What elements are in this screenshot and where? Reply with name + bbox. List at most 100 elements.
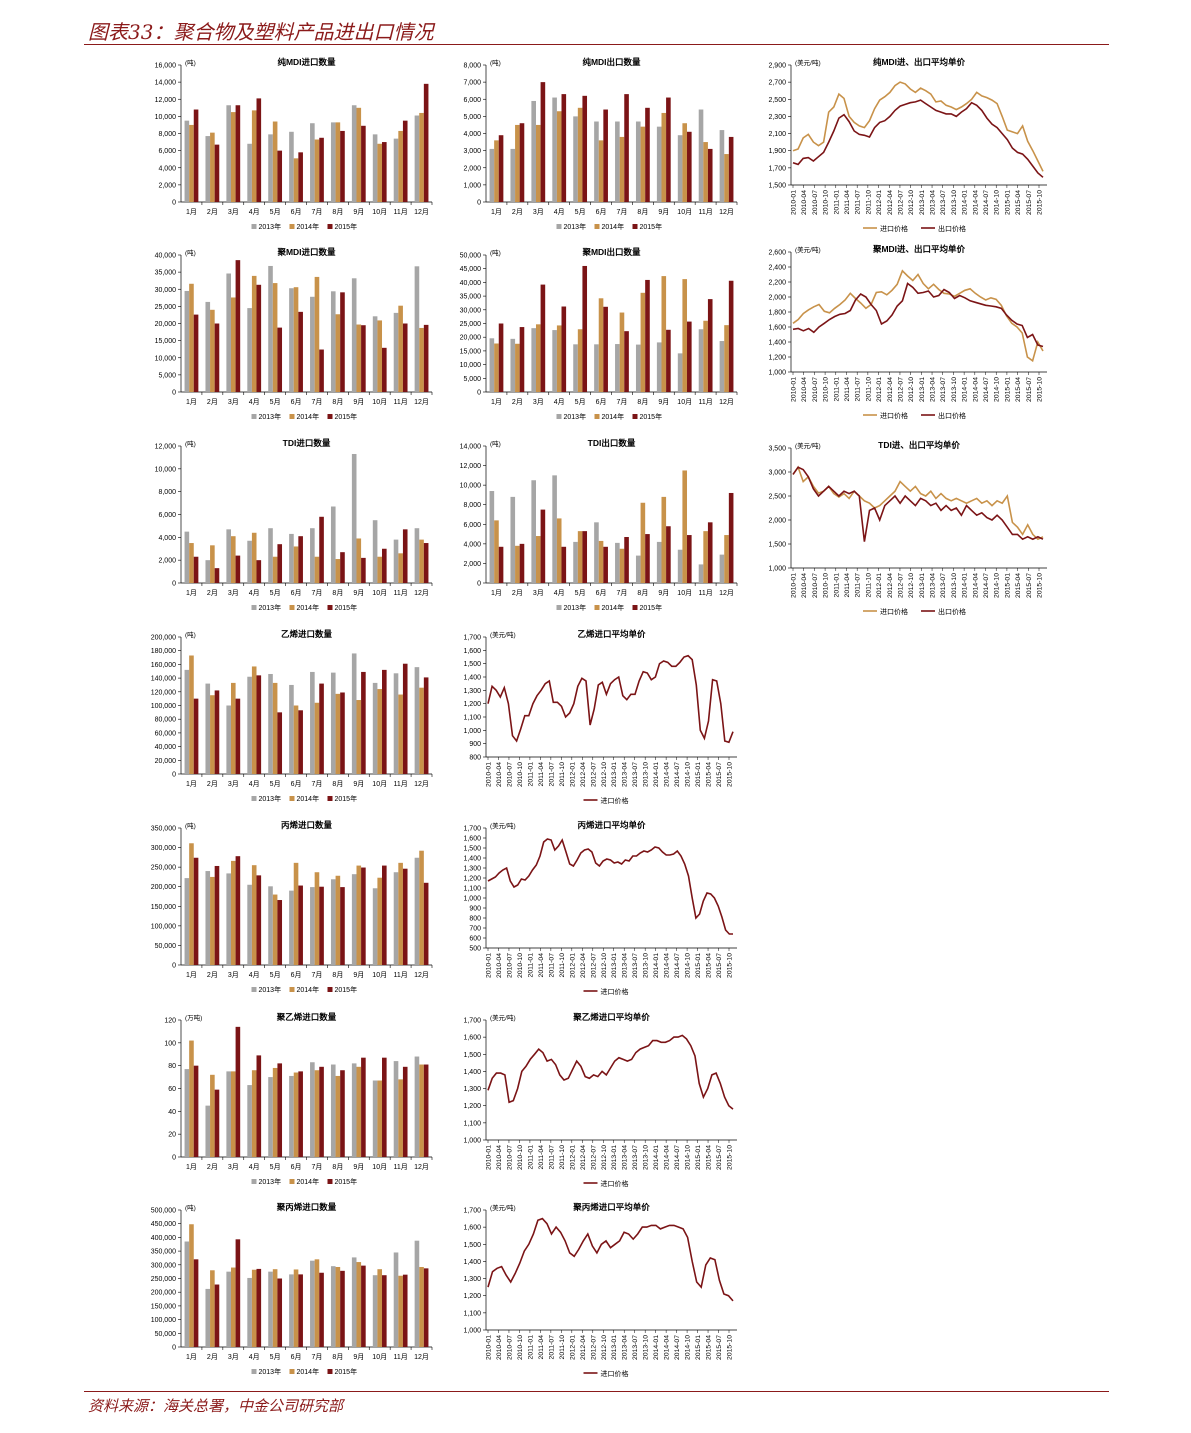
y-tick-label: 10,000 (155, 114, 177, 121)
y-tick-label: 5,000 (158, 372, 176, 379)
bar-2014 (598, 298, 604, 392)
unit-label: (美元/吨) (490, 821, 516, 830)
x-tick-label: 2015-01 (1004, 573, 1011, 598)
x-tick-label: 2013-01 (611, 1145, 618, 1170)
bar-2014 (377, 143, 383, 202)
bar-2014 (272, 121, 278, 202)
x-tick-label: 2012-01 (876, 377, 883, 402)
bar-2014 (314, 1259, 320, 1347)
x-tick-label: 2010-07 (506, 953, 513, 978)
bar-2013 (414, 528, 420, 583)
bar-2014 (577, 107, 583, 202)
bar-2015 (361, 1265, 366, 1347)
x-tick-label: 2015-07 (716, 953, 723, 978)
bar-2014 (419, 327, 424, 392)
bar-2015 (319, 349, 324, 392)
bar-2014 (335, 122, 341, 202)
x-tick-label: 2011-07 (548, 762, 555, 787)
chart-ethylene-price: 乙烯进口平均单价 (美元/吨) 800 900 1,000 1,100 1,200 1,300… (463, 629, 737, 805)
legend-label: 出口价格 (938, 224, 966, 233)
bar-2013 (635, 555, 641, 583)
bar-2014 (661, 496, 667, 583)
series-line-import (792, 81, 1044, 172)
x-tick-label: 9月 (353, 398, 364, 406)
bar-2014 (251, 865, 257, 965)
chart-title: TDI进、出口平均单价 (878, 440, 960, 450)
y-tick-label: 25,000 (460, 321, 482, 328)
bar-2013 (184, 531, 190, 583)
y-tick-label: 1,000 (768, 370, 786, 377)
y-tick-label: 1,600 (463, 648, 481, 655)
x-tick-label: 2013-01 (611, 953, 618, 978)
bar-2015 (423, 677, 429, 774)
y-tick-label: 100,000 (151, 1317, 176, 1324)
y-tick-label: 700 (469, 926, 481, 933)
bar-2014 (577, 531, 583, 583)
bar-2014 (314, 702, 320, 774)
bar-2014 (398, 553, 403, 583)
x-tick-label: 2014-04 (664, 1335, 671, 1360)
y-tick-label: 1,300 (463, 866, 481, 873)
unit-label: (吨) (185, 439, 196, 448)
bar-2014 (724, 154, 729, 202)
bar-2014 (419, 687, 424, 774)
bar-2015 (498, 323, 504, 392)
y-tick-label: 250,000 (151, 865, 176, 872)
bar-2015 (645, 279, 650, 392)
x-tick-label: 6月 (291, 780, 302, 788)
bar-2015 (340, 887, 345, 965)
x-tick-label: 9月 (658, 208, 669, 216)
bar-2014 (210, 876, 215, 965)
x-tick-label: 2010-10 (517, 762, 524, 787)
bar-2014 (230, 297, 236, 392)
x-tick-label: 2013-04 (622, 1145, 629, 1170)
x-tick-label: 2011-07 (548, 1145, 555, 1170)
bar-2013 (330, 879, 336, 965)
bar-2015 (423, 543, 429, 583)
bar-2015 (624, 537, 629, 583)
bar-2015 (382, 1275, 387, 1347)
x-tick-label: 11月 (698, 398, 712, 406)
x-tick-label: 6月 (596, 589, 607, 597)
y-tick-label: 10,000 (460, 362, 482, 369)
y-tick-label: 100,000 (151, 923, 176, 930)
bar-2014 (189, 543, 194, 583)
x-tick-label: 11月 (698, 208, 712, 216)
legend-label: 2015年 (335, 985, 358, 994)
bar-2015 (561, 546, 567, 583)
bar-2015 (645, 534, 650, 583)
bar-2014 (724, 535, 729, 583)
bar-2013 (310, 528, 315, 583)
x-tick-label: 2012-10 (601, 1145, 608, 1170)
bar-2015 (519, 543, 525, 583)
x-tick-label: 5月 (575, 589, 586, 597)
series-line-export (792, 99, 1044, 178)
y-tick-label: 60 (168, 1086, 176, 1093)
x-tick-label: 12月 (719, 398, 734, 406)
x-tick-label: 2010-07 (506, 1335, 513, 1360)
legend-label: 进口价格 (601, 987, 629, 996)
bar-2015 (728, 280, 734, 392)
x-tick-label: 8月 (332, 1163, 343, 1171)
bar-2013 (289, 684, 294, 774)
y-tick-label: 2,500 (768, 494, 786, 501)
legend-label: 出口价格 (938, 411, 966, 420)
y-tick-label: 1,100 (463, 1310, 481, 1317)
x-tick-label: 2011-10 (865, 377, 872, 402)
x-tick-label: 2015-07 (1026, 190, 1033, 215)
x-tick-label: 2011-04 (844, 190, 851, 215)
bar-2013 (310, 123, 315, 202)
bar-2013 (268, 886, 273, 965)
bar-2014 (230, 1267, 236, 1347)
bar-2015 (519, 123, 525, 202)
y-tick-label: 14,000 (460, 444, 482, 451)
y-tick-label: 400,000 (151, 1235, 176, 1242)
x-tick-label: 2010-01 (486, 762, 493, 787)
series-line-import (487, 1034, 734, 1110)
y-tick-label: 350,000 (151, 826, 176, 833)
bar-2013 (414, 266, 420, 392)
x-tick-label: 5月 (575, 398, 586, 406)
unit-label: (吨) (490, 248, 501, 257)
legend-swatch (327, 605, 333, 610)
bar-2015 (256, 98, 262, 202)
